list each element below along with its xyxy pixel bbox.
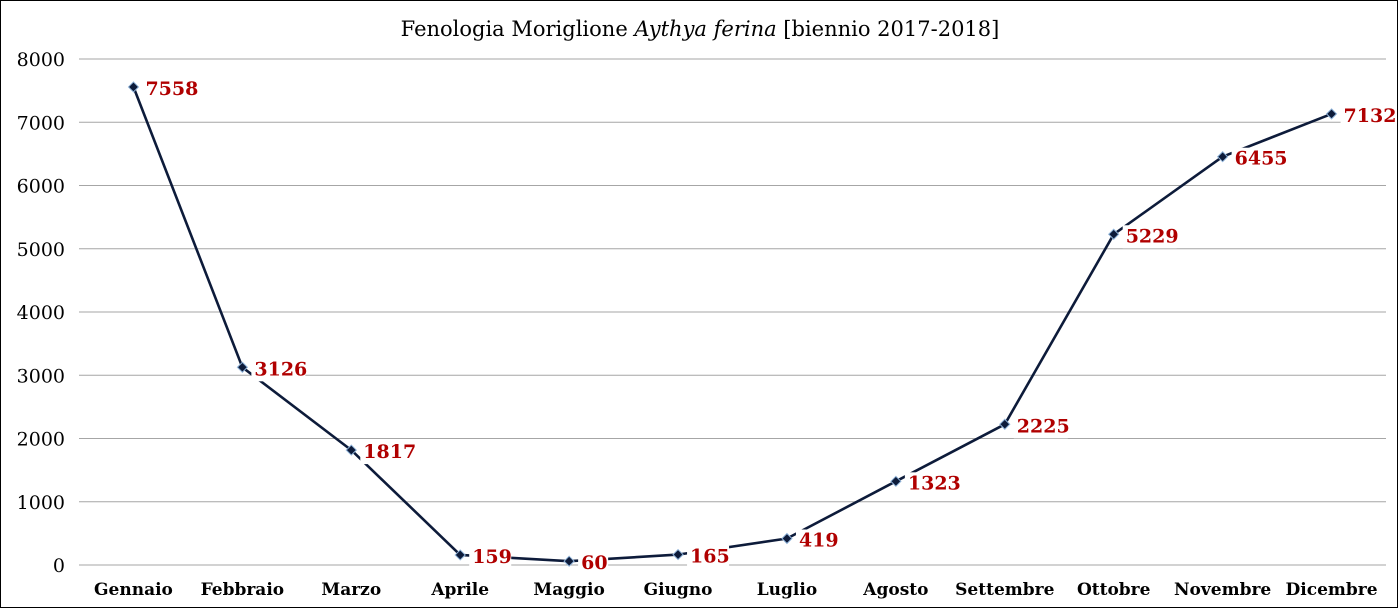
grid-lines	[79, 58, 1386, 566]
y-tick-label: 4000	[17, 302, 65, 324]
data-label-background	[1122, 225, 1177, 249]
data-label-background	[578, 552, 609, 576]
series-polyline	[132, 86, 1332, 563]
data-label: 3126	[254, 358, 307, 380]
data-point-marker	[454, 549, 466, 561]
data-point-marker	[236, 361, 249, 373]
x-tick-label: Aprile	[430, 580, 489, 600]
data-point-marker	[1216, 151, 1229, 163]
x-tick-label: Gennaio	[94, 580, 173, 600]
y-tick-label: 8000	[17, 49, 65, 71]
x-tick-label: Maggio	[533, 580, 604, 600]
data-label: 165	[690, 546, 730, 568]
x-tick-label: Novembre	[1174, 580, 1271, 600]
y-tick-label: 1000	[17, 492, 65, 514]
data-point-marker	[345, 444, 357, 456]
data-label-background	[469, 545, 512, 569]
y-tick-label: 0	[53, 555, 65, 577]
data-label-background	[687, 545, 730, 569]
data-label-background	[1013, 415, 1068, 439]
data-label-background	[795, 529, 838, 553]
data-label: 159	[472, 546, 512, 568]
x-tick-label: Ottobre	[1077, 580, 1151, 600]
y-tick-label: 5000	[17, 239, 65, 261]
data-point-marker	[890, 475, 902, 488]
data-point-marker	[1325, 108, 1338, 120]
data-point-marker	[1108, 228, 1120, 240]
data-label-background	[1340, 104, 1395, 128]
data-label: 60	[581, 552, 607, 574]
data-point-marker	[672, 548, 684, 561]
y-tick-label: 2000	[17, 429, 65, 451]
data-point-marker	[127, 81, 140, 93]
data-label: 419	[799, 529, 839, 551]
data-label: 5229	[1126, 225, 1179, 247]
data-point-marker	[781, 532, 793, 545]
data-label: 6455	[1235, 148, 1288, 170]
data-label-background	[251, 358, 306, 382]
data-label: 1817	[363, 441, 416, 463]
data-label: 1323	[908, 472, 961, 494]
data-point-marker	[563, 555, 575, 567]
x-tick-label: Dicembre	[1286, 580, 1378, 600]
chart-title: Fenologia Moriglione Aythya ferina [bien…	[401, 17, 1000, 41]
data-label-background	[360, 441, 415, 465]
chart-title-italic: Aythya ferina	[632, 17, 776, 41]
x-tick-label: Agosto	[862, 580, 928, 600]
data-label-background	[904, 472, 959, 496]
x-axis-tick-labels: Gennaio Febbraio Marzo Aprile Maggio Giugno Lu…	[94, 580, 1378, 600]
data-point-marker	[999, 418, 1011, 430]
x-tick-label: Giugno	[644, 580, 713, 600]
x-tick-label: Settembre	[955, 580, 1054, 600]
data-label-background	[142, 77, 197, 101]
data-label: 2225	[1017, 415, 1070, 437]
data-markers	[127, 81, 1338, 567]
data-label: 7132	[1344, 105, 1397, 127]
x-tick-label: Marzo	[321, 580, 381, 600]
series-line	[132, 86, 1332, 563]
y-tick-label: 6000	[17, 176, 65, 198]
y-axis-tick-labels: 0 1000 2000 3000 4000 5000 6000 7000 8000	[17, 49, 65, 577]
y-tick-label: 3000	[17, 365, 65, 387]
data-label-background	[1231, 147, 1286, 171]
x-tick-label: Febbraio	[201, 580, 285, 600]
data-labels: 7558 3126 1817 159 60 165 419 1323 2225 5229 6455 7…	[142, 77, 1397, 576]
chart-title-suffix: [biennio 2017-2018]	[777, 17, 1000, 41]
y-tick-label: 7000	[17, 112, 65, 134]
chart-title-prefix: Fenologia Moriglione	[401, 17, 635, 41]
x-tick-label: Luglio	[757, 580, 817, 600]
data-label: 7558	[145, 78, 198, 100]
